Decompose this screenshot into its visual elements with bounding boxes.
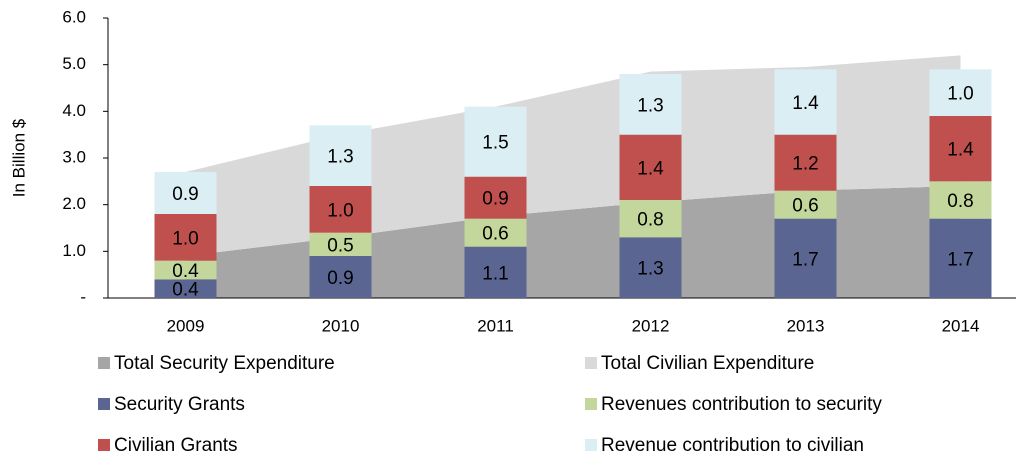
data-label: 0.6 bbox=[792, 196, 818, 217]
bar-segment bbox=[464, 106, 527, 177]
data-label: 1.7 bbox=[792, 249, 818, 270]
x-tick-label: 2010 bbox=[322, 316, 360, 335]
legend-label: Security Grants bbox=[114, 394, 245, 415]
y-tick-label: - bbox=[80, 287, 86, 306]
y-tick-label: 5.0 bbox=[62, 54, 86, 73]
bar-segment bbox=[619, 134, 682, 200]
bar-segment bbox=[619, 74, 682, 135]
x-tick-label: 2013 bbox=[787, 316, 825, 335]
legend-swatch bbox=[98, 439, 110, 451]
data-label: 1.1 bbox=[482, 263, 508, 284]
legend-label: Revenue contribution to civilian bbox=[601, 435, 864, 456]
bar-segment bbox=[929, 181, 992, 219]
bar-segment bbox=[309, 125, 372, 186]
bar-segment bbox=[774, 134, 837, 191]
data-label: 1.7 bbox=[947, 249, 973, 270]
bar-segment bbox=[154, 279, 217, 298]
bar-segment bbox=[464, 176, 527, 219]
data-label: 1.4 bbox=[637, 158, 664, 179]
bar-segment bbox=[619, 237, 682, 298]
area bbox=[185, 186, 961, 298]
bar-segment bbox=[929, 116, 992, 182]
y-tick-label: 1.0 bbox=[62, 241, 86, 260]
y-tick-label: 3.0 bbox=[62, 147, 86, 166]
bar-segment bbox=[774, 69, 837, 135]
legend-label: Revenues contribution to security bbox=[601, 394, 882, 415]
data-label: 0.8 bbox=[637, 210, 663, 231]
legend-swatch bbox=[585, 398, 597, 410]
data-label: 0.9 bbox=[172, 184, 198, 205]
bar-segment bbox=[464, 218, 527, 247]
legend-label: Total Civilian Expenditure bbox=[601, 353, 814, 374]
data-label: 0.4 bbox=[172, 261, 199, 282]
data-label: 1.4 bbox=[947, 140, 974, 161]
data-label: 0.6 bbox=[482, 224, 508, 245]
legend-swatch bbox=[98, 398, 110, 410]
bar-segment bbox=[154, 214, 217, 261]
x-tick-label: 2009 bbox=[167, 316, 205, 335]
legend-label: Total Security Expenditure bbox=[114, 353, 335, 374]
data-label: 1.0 bbox=[172, 228, 198, 249]
bar-segment bbox=[309, 186, 372, 233]
legend-swatch bbox=[585, 439, 597, 451]
x-tick-label: 2014 bbox=[942, 316, 980, 335]
bar-segment bbox=[309, 232, 372, 256]
y-tick-label: 6.0 bbox=[62, 7, 86, 26]
data-label: 1.4 bbox=[792, 93, 819, 114]
bar-segment bbox=[619, 200, 682, 238]
legend-swatch bbox=[98, 357, 110, 369]
y-tick-label: 4.0 bbox=[62, 101, 86, 120]
bar-segment bbox=[774, 190, 837, 219]
data-label: 1.2 bbox=[792, 154, 818, 175]
data-label: 1.3 bbox=[637, 259, 663, 280]
data-label: 1.0 bbox=[947, 84, 973, 105]
legend-label: Civilian Grants bbox=[114, 435, 238, 456]
x-tick-label: 2011 bbox=[477, 316, 514, 335]
data-label: 1.3 bbox=[637, 95, 663, 116]
data-label: 0.9 bbox=[327, 268, 353, 289]
y-axis-label: In Billion $ bbox=[9, 118, 28, 197]
data-label: 0.8 bbox=[947, 191, 973, 212]
bar-segment bbox=[929, 218, 992, 298]
area bbox=[185, 55, 961, 257]
bar-segment bbox=[154, 172, 217, 214]
data-label: 1.0 bbox=[327, 200, 353, 221]
x-tick-label: 2012 bbox=[632, 316, 670, 335]
y-tick-label: 2.0 bbox=[62, 194, 86, 213]
data-label: 1.3 bbox=[327, 147, 353, 168]
data-label: 0.4 bbox=[172, 280, 199, 301]
bar-segment bbox=[464, 246, 527, 298]
bar-segment bbox=[929, 69, 992, 116]
legend-swatch bbox=[585, 357, 597, 369]
bar-segment bbox=[154, 260, 217, 280]
data-label: 0.5 bbox=[327, 235, 353, 256]
data-label: 1.5 bbox=[482, 133, 508, 154]
bar-segment bbox=[309, 256, 372, 298]
data-label: 0.9 bbox=[482, 189, 508, 210]
bar-segment bbox=[774, 218, 837, 298]
